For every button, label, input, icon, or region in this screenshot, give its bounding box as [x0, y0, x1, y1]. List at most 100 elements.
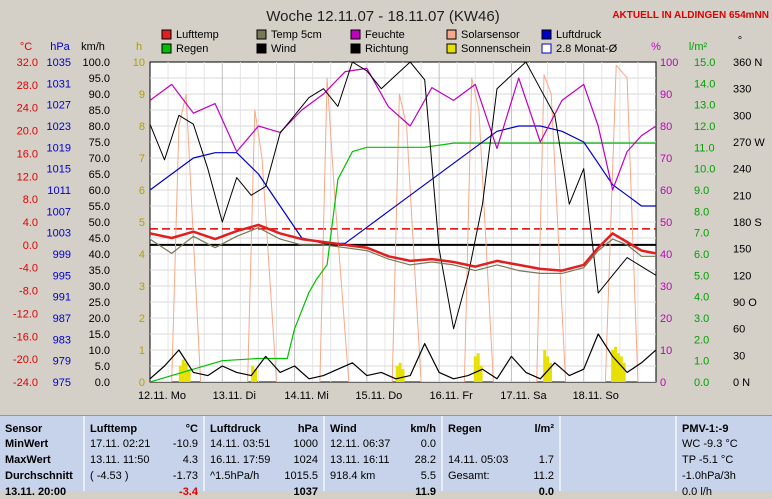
tick-temp-10: -8.0 — [19, 286, 38, 298]
legend-label-8: Sonnenschein — [461, 43, 531, 55]
wind-avg-value: 5.5 — [420, 470, 436, 482]
lufttemp-avg-value: -1.73 — [172, 470, 198, 482]
luftdruck-current-value: 1037 — [293, 486, 318, 498]
tick-lm2-4: 11.0 — [694, 142, 715, 154]
luftdruck-unit: hPa — [297, 423, 318, 435]
tick-lm2-5: 10.0 — [694, 164, 715, 176]
chart-title: Woche 12.11.07 - 18.11.07 (KW46) — [266, 8, 499, 25]
tick-temp-4: 16.0 — [17, 148, 38, 160]
tick-hpa-2: 1027 — [47, 100, 71, 112]
legend-label-3: Solarsensor — [461, 29, 520, 41]
tick-h-3: 7 — [139, 153, 145, 165]
tick-lm2-7: 8.0 — [694, 206, 709, 218]
tick-h-2: 8 — [139, 121, 145, 133]
luftdruck-trend: ^1.5hPa/h — [210, 470, 260, 482]
tick-h-10: 0 — [139, 377, 145, 389]
series-richtung — [150, 62, 656, 330]
unit-deg: ° — [738, 35, 742, 47]
legend-swatch-9 — [541, 43, 552, 54]
tick-lm2-1: 14.0 — [694, 78, 715, 90]
legend-swatch-8 — [446, 43, 457, 54]
tick-kmh-3: 85.0 — [89, 105, 110, 117]
bar-sonnenschein-7 — [398, 362, 402, 382]
tick-hpa-6: 1011 — [47, 185, 71, 197]
tick-kmh-16: 20.0 — [89, 313, 110, 325]
regen-total-label: Gesamt: — [448, 470, 490, 482]
tick-hpa-4: 1019 — [47, 142, 71, 154]
legend-swatch-5 — [161, 43, 172, 54]
tick-kmh-1: 95.0 — [89, 73, 110, 85]
tick-h-5: 5 — [139, 217, 145, 229]
tick-kmh-5: 75.0 — [89, 137, 110, 149]
tick-kmh-11: 45.0 — [89, 233, 110, 245]
regen-total-value: 11.2 — [533, 470, 554, 482]
pmv-rain-rate: 0.0 l/h — [682, 486, 712, 498]
luftdruck-max-time: 16.11. 17:59 — [210, 454, 271, 466]
tick-deg-2: 300 — [733, 110, 751, 122]
tick-h-8: 2 — [139, 313, 145, 325]
tick-kmh-13: 35.0 — [89, 265, 110, 277]
bar-sonnenschein-10 — [476, 353, 480, 382]
luftdruck-min-time: 14.11. 03:51 — [210, 438, 271, 450]
sensor-box: Sensor MinWert MaxWert Durchschnitt 13.1… — [0, 416, 85, 498]
bar-sonnenschein-2 — [184, 362, 188, 382]
tick-pct-3: 70 — [660, 153, 672, 165]
tick-hpa-12: 987 — [53, 313, 71, 325]
wind-max-value: 28.2 — [414, 454, 436, 466]
pmv-title: PMV-1:-9 — [682, 423, 729, 435]
tick-kmh-12: 40.0 — [89, 249, 110, 261]
series-luftdruck — [150, 125, 656, 244]
aktuell-link[interactable]: AKTUELL IN ALDINGEN 654mNN — [612, 10, 769, 21]
weather-chart: Woche 12.11.07 - 18.11.07 (KW46) AKTUELL… — [13, 8, 769, 402]
tick-h-0: 10 — [133, 57, 145, 69]
regen-title: Regen — [448, 423, 482, 435]
tick-temp-0: 32.0 — [17, 57, 38, 69]
legend-swatch-2 — [350, 29, 361, 40]
tick-deg-3: 270 W — [733, 137, 765, 149]
tick-pct-9: 10 — [660, 345, 672, 357]
tick-deg-11: 30 — [733, 350, 745, 362]
tick-hpa-0: 1035 — [47, 57, 71, 69]
lufttemp-max-time: 13.11. 11:50 — [90, 454, 150, 466]
label-durchschnitt: Durchschnitt — [5, 470, 73, 482]
regen-current-value: 0.0 — [538, 486, 554, 498]
blank-box — [561, 416, 677, 491]
luftdruck-max-value: 1024 — [293, 454, 318, 466]
tick-kmh-20: 0.0 — [95, 377, 110, 389]
bar-sonnenschein-17 — [616, 353, 620, 382]
unit-h: h — [136, 41, 142, 53]
tick-kmh-2: 90.0 — [89, 89, 110, 101]
series-wind — [150, 333, 656, 380]
bar-sonnenschein-12 — [543, 350, 547, 382]
tick-kmh-15: 25.0 — [89, 297, 110, 309]
tick-temp-13: -20.0 — [13, 354, 38, 366]
label-minwert: MinWert — [5, 438, 49, 450]
bar-sonnenschein-18 — [619, 356, 623, 382]
tick-deg-8: 120 — [733, 270, 751, 282]
tick-day-0: 12.11. Mo — [138, 390, 186, 402]
legend-label-6: Wind — [271, 43, 296, 55]
legend-swatch-3 — [446, 29, 457, 40]
tick-lm2-11: 4.0 — [694, 292, 709, 304]
series-lufttemp — [150, 223, 656, 272]
tick-kmh-8: 60.0 — [89, 185, 110, 197]
tick-lm2-9: 6.0 — [694, 249, 709, 261]
tick-deg-5: 210 — [733, 190, 751, 202]
tick-kmh-14: 30.0 — [89, 281, 110, 293]
tick-deg-4: 240 — [733, 164, 751, 176]
wind-min-time: 12.11. 06:37 — [330, 438, 391, 450]
lufttemp-min-time: 17.11. 02:21 — [90, 438, 151, 450]
legend-label-1: Temp 5cm — [271, 29, 322, 41]
bar-sonnenschein-6 — [395, 366, 399, 382]
tick-deg-7: 150 — [733, 244, 751, 256]
bar-sonnenschein-19 — [622, 362, 626, 382]
tick-kmh-0: 100.0 — [82, 57, 110, 69]
bar-sonnenschein-14 — [548, 362, 552, 382]
series-feuchte — [150, 67, 656, 191]
bar-sonnenschein-16 — [614, 346, 618, 382]
tick-lm2-15: 0.0 — [694, 377, 709, 389]
tick-temp-11: -12.0 — [13, 308, 38, 320]
label-maxwert: MaxWert — [5, 454, 51, 466]
tick-lm2-0: 15.0 — [694, 57, 715, 69]
tick-deg-1: 330 — [733, 84, 751, 96]
